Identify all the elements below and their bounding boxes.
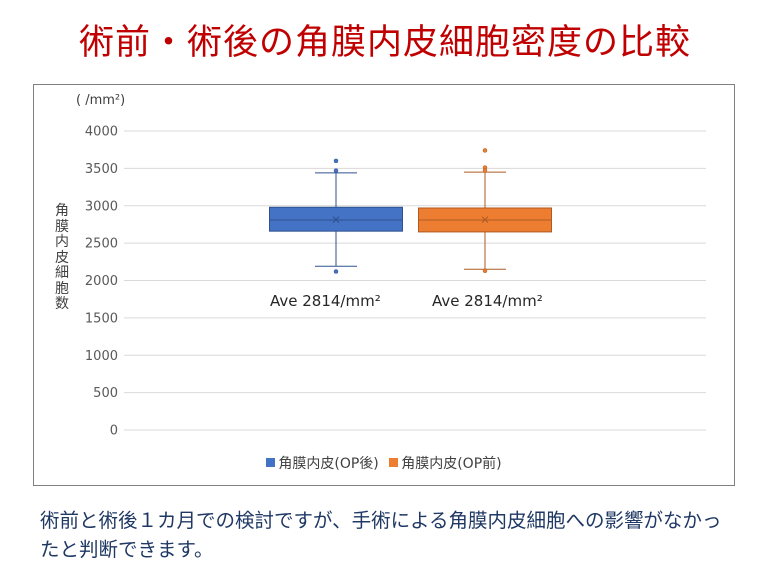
slide-title: 術前・術後の角膜内皮細胞密度の比較: [78, 23, 691, 63]
y-tick-label: 0: [110, 424, 118, 439]
average-annotation: Ave 2814/mm²: [270, 292, 381, 310]
y-tick-label: 2500: [85, 237, 118, 252]
y-axis-label: 角膜内皮細胞数: [55, 203, 69, 312]
mean-marker: [481, 216, 489, 224]
legend-swatch-post-op: [266, 458, 276, 467]
legend-item-pre-op: 角膜内皮(OP前): [389, 453, 502, 473]
y-tick-label: 500: [93, 386, 118, 401]
outlier-point: [333, 158, 339, 164]
y-tick-label: 4000: [85, 125, 118, 140]
outlier-point: [482, 268, 488, 274]
y-tick-label: 3500: [85, 162, 118, 177]
chart-legend: 角膜内皮(OP後) 角膜内皮(OP前): [33, 453, 735, 473]
y-tick-label: 2000: [85, 274, 118, 289]
legend-item-post-op: 角膜内皮(OP後): [266, 453, 379, 473]
chart-frame: [33, 84, 735, 486]
outlier-point: [482, 148, 488, 153]
unit-label: ( /mm²): [76, 93, 126, 108]
legend-label-post-op: 角膜内皮(OP後): [278, 456, 379, 472]
legend-label-pre-op: 角膜内皮(OP前): [401, 456, 502, 472]
y-tick-label: 1500: [85, 311, 118, 326]
outlier-point: [333, 168, 339, 173]
y-tick-label: 3000: [85, 199, 118, 214]
outlier-point: [482, 168, 488, 173]
outlier-point: [333, 269, 339, 274]
legend-swatch-pre-op: [389, 458, 399, 467]
y-tick-label: 1000: [85, 349, 118, 364]
mean-marker: [332, 216, 340, 224]
slide-caption: 術前と術後１カ月での検討ですが、手術による角膜内皮細胞への影響がなかったと判断で…: [40, 509, 722, 561]
average-annotation: Ave 2814/mm²: [432, 292, 543, 310]
